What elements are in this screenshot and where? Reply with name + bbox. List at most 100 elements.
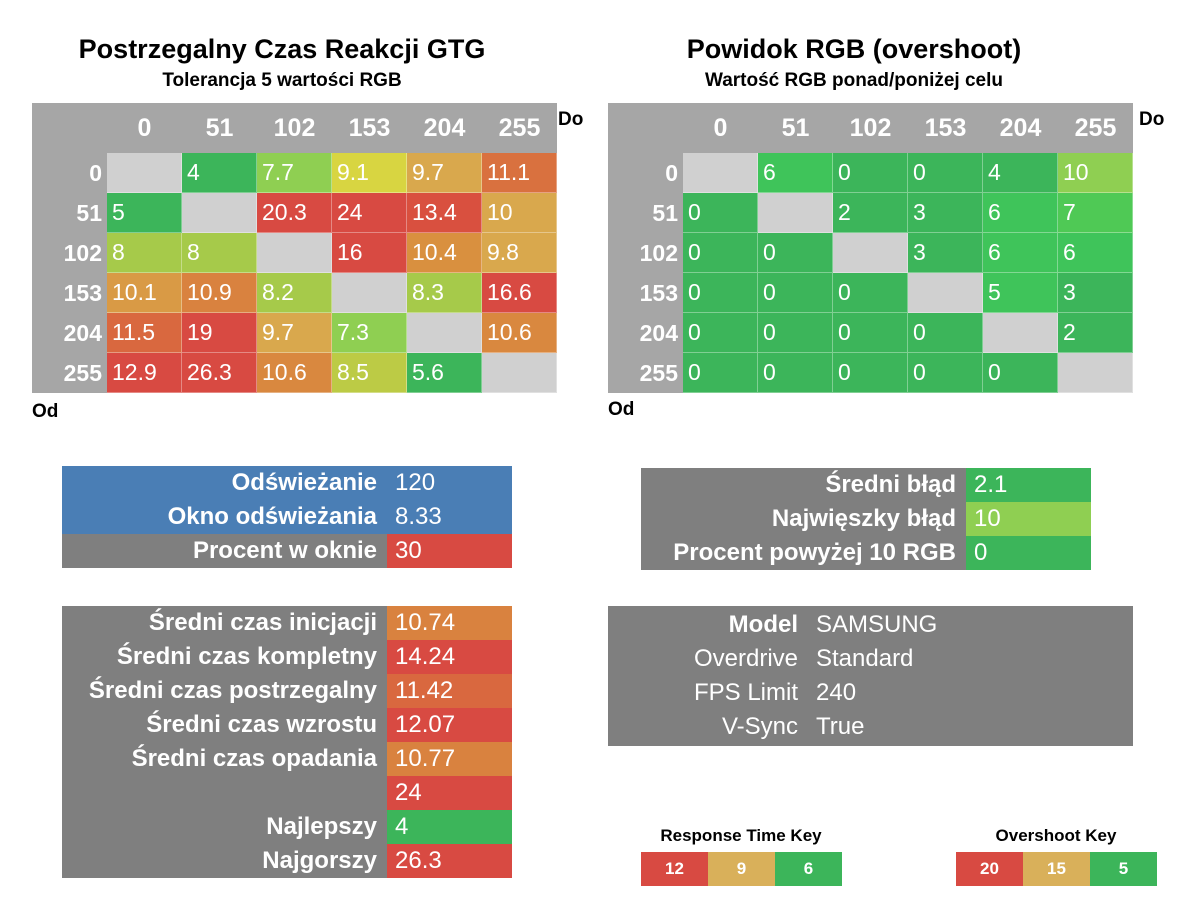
row-label: Średni czas postrzegalny [62, 674, 387, 708]
table-row: Średni czas opadania 10.77 [62, 742, 512, 776]
table-row: Średni błąd 2.1 [641, 468, 1091, 502]
row-header: 153 [32, 273, 107, 313]
row-header: 255 [608, 353, 683, 393]
diagonal-cell [983, 313, 1058, 353]
overshoot-error-table: Średni błąd 2.1 Najwięszky błąd 10 Procent p… [641, 468, 1091, 570]
column-header: 102 [833, 103, 908, 153]
heatmap-cell: 8 [182, 233, 257, 273]
corner-cell [608, 103, 683, 153]
info-label: FPS Limit [693, 679, 798, 706]
table-row: Najlepszy 4 [62, 810, 512, 844]
heatmap-cell: 5 [107, 193, 182, 233]
table-row: Odświeżanie 120 [62, 466, 512, 500]
heatmap-cell: 12.9 [107, 353, 182, 393]
heatmap-cell: 16 [332, 233, 407, 273]
heatmap-cell: 7.7 [257, 153, 332, 193]
row-label: Średni czas kompletny [62, 640, 387, 674]
heatmap-cell: 20.3 [257, 193, 332, 233]
heatmap-cell: 26.3 [182, 353, 257, 393]
row-label: Średni czas wzrostu [62, 708, 387, 742]
table-row: Średni czas postrzegalny 11.42 [62, 674, 512, 708]
row-label [62, 776, 387, 810]
table-row: Procent powyżej 10 RGB 0 [641, 536, 1091, 570]
row-value: 14.24 [387, 640, 512, 674]
heatmap-cell: 10.6 [257, 353, 332, 393]
key-swatch: 5 [1090, 852, 1157, 886]
table-row: Najwięszky błąd 10 [641, 502, 1091, 536]
heatmap-cell: 3 [908, 193, 983, 233]
heatmap-cell: 6 [758, 153, 833, 193]
heatmap-cell: 0 [908, 153, 983, 193]
table-row: Średni czas kompletny 14.24 [62, 640, 512, 674]
heatmap-cell: 10 [1058, 153, 1133, 193]
heatmap-cell: 6 [983, 233, 1058, 273]
heatmap-cell: 0 [758, 233, 833, 273]
table-row: FPS Limit 240 [608, 676, 1133, 710]
heatmap-cell: 11.5 [107, 313, 182, 353]
column-header: 255 [1058, 103, 1133, 153]
row-label: Procent w oknie [62, 534, 387, 568]
diagonal-cell [908, 273, 983, 313]
table-row: Model SAMSUNG [608, 608, 1133, 642]
heatmap-cell: 5 [983, 273, 1058, 313]
heatmap-cell: 10.9 [182, 273, 257, 313]
diagonal-cell [107, 153, 182, 193]
row-header: 153 [608, 273, 683, 313]
column-header: 204 [407, 103, 482, 153]
row-header: 0 [32, 153, 107, 193]
diagonal-cell [1058, 353, 1133, 393]
heatmap-cell: 9.8 [482, 233, 557, 273]
heatmap-cell: 10.4 [407, 233, 482, 273]
row-value: 26.3 [387, 844, 512, 878]
refresh-table: Odświeżanie 120 Okno odświeżania 8.33 Procen… [62, 466, 512, 568]
key-swatch: 9 [708, 852, 775, 886]
row-value: 12.07 [387, 708, 512, 742]
row-header: 51 [32, 193, 107, 233]
heatmap-cell: 2 [1058, 313, 1133, 353]
response-key-title: Response Time Key [660, 826, 822, 845]
row-header: 102 [608, 233, 683, 273]
heatmap-cell: 0 [683, 273, 758, 313]
corner-cell [32, 103, 107, 153]
row-label: Najgorszy [62, 844, 387, 878]
heatmap-cell: 5.6 [407, 353, 482, 393]
heatmap-cell: 0 [758, 313, 833, 353]
heatmap-cell: 10.1 [107, 273, 182, 313]
heatmap-cell: 0 [983, 353, 1058, 393]
row-value: 0 [966, 536, 1091, 570]
right-chart-title: Powidok RGB (overshoot) [686, 34, 1022, 64]
row-label: Odświeżanie [62, 466, 387, 500]
heatmap-cell: 13.4 [407, 193, 482, 233]
heatmap-cell: 9.1 [332, 153, 407, 193]
heatmap-cell: 4 [182, 153, 257, 193]
response-time-key: 12 9 6 [641, 852, 842, 886]
diagonal-cell [332, 273, 407, 313]
row-value: 10.77 [387, 742, 512, 776]
heatmap-cell: 9.7 [257, 313, 332, 353]
table-row: Średni czas wzrostu 12.07 [62, 708, 512, 742]
heatmap-cell: 10 [482, 193, 557, 233]
heatmap-cell: 0 [683, 353, 758, 393]
heatmap-cell: 0 [833, 153, 908, 193]
column-header: 204 [983, 103, 1058, 153]
info-label: Overdrive [693, 645, 798, 672]
heatmap-cell: 7.3 [332, 313, 407, 353]
info-label: Model [728, 611, 798, 638]
heatmap-cell: 10.6 [482, 313, 557, 353]
heatmap-cell: 6 [983, 193, 1058, 233]
row-value: 10.74 [387, 606, 512, 640]
left-from-label: Od [32, 401, 59, 422]
right-heatmap: 0 51 102 153 204 255 0 6 0 0 4 10 51 0 2 3 6 7 102 0 0 3 6 6 153… [608, 103, 1133, 393]
diagonal-cell [833, 233, 908, 273]
table-row: 24 [62, 776, 512, 810]
row-value: 8.33 [387, 500, 512, 534]
table-row: Średni czas inicjacji 10.74 [62, 606, 512, 640]
row-header: 102 [32, 233, 107, 273]
key-swatch: 6 [775, 852, 842, 886]
heatmap-cell: 6 [1058, 233, 1133, 273]
column-header: 255 [482, 103, 557, 153]
overshoot-key: 20 15 5 [956, 852, 1157, 886]
table-row: Okno odświeżania 8.33 [62, 500, 512, 534]
key-swatch: 20 [956, 852, 1023, 886]
response-stats-table: Średni czas inicjacji 10.74 Średni czas ko… [62, 606, 512, 878]
